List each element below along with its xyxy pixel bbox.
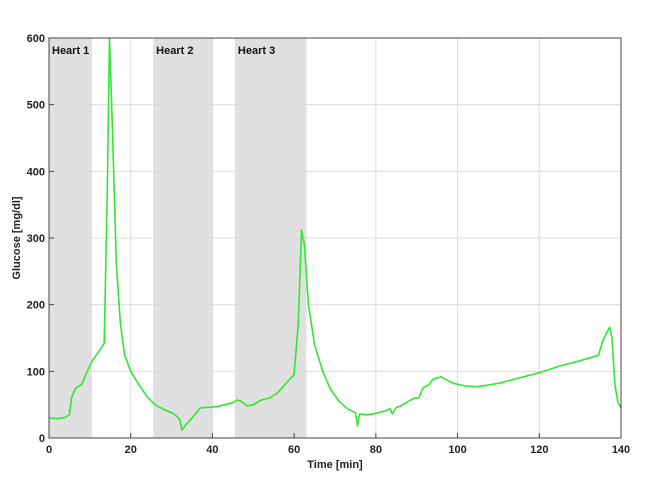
- x-tick-label: 80: [370, 444, 382, 456]
- shaded-region-label-3: Heart 3: [238, 45, 275, 57]
- series-layer: [48, 37, 622, 431]
- y-tick-label: 500: [27, 100, 45, 112]
- y-tick-label: 0: [39, 433, 45, 445]
- shaded-region-label-1: Heart 1: [52, 45, 89, 57]
- shaded-region-label-2: Heart 2: [156, 45, 193, 57]
- series-line-1: [48, 37, 622, 431]
- x-tick-label: 20: [125, 444, 137, 456]
- y-axis-title: Glucose [mg/dl]: [11, 196, 23, 279]
- x-tick-label: 40: [206, 444, 218, 456]
- x-tick-label: 140: [612, 444, 630, 456]
- y-tick-label: 400: [27, 166, 45, 178]
- x-tick-label: 120: [530, 444, 548, 456]
- axis-ticks: 0 20 40 60 80 100 120 140 0 100 200 300 400 500 600: [27, 33, 631, 456]
- grid-lines: [49, 38, 621, 438]
- x-tick-label: 100: [448, 444, 466, 456]
- x-tick-label: 0: [46, 444, 52, 456]
- x-axis-title: Time [min]: [307, 459, 363, 471]
- y-tick-label: 600: [27, 33, 45, 45]
- y-tick-label: 300: [27, 233, 45, 245]
- shaded-region-labels: Heart 1 Heart 2 Heart 3: [52, 45, 275, 57]
- y-tick-label: 200: [27, 300, 45, 312]
- y-tick-label: 100: [27, 366, 45, 378]
- x-tick-label: 60: [288, 444, 300, 456]
